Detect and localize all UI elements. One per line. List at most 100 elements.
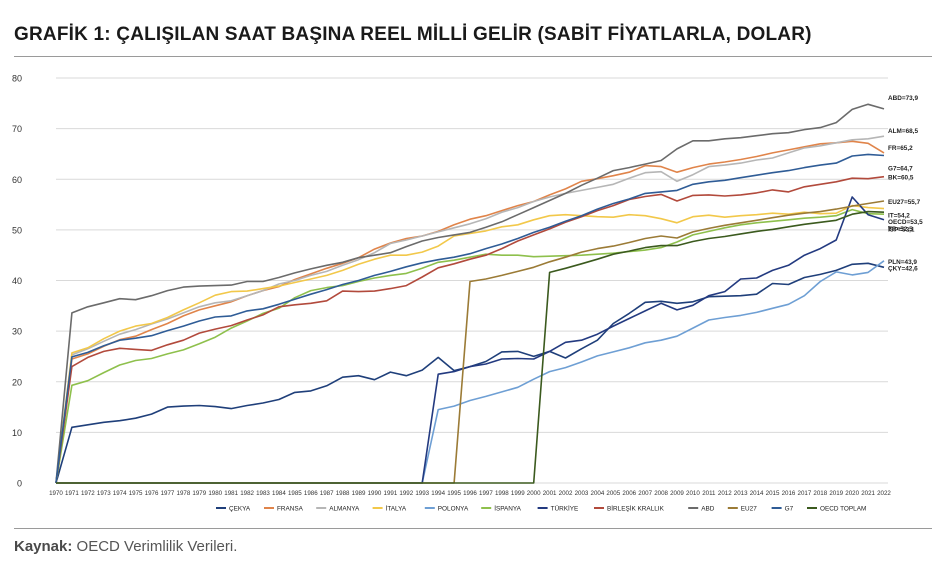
x-tick-label: 1974 — [113, 490, 127, 497]
x-tick-label: 1988 — [336, 490, 350, 497]
series-line — [55, 208, 885, 484]
series-line — [55, 262, 885, 484]
x-tick-label: 2000 — [527, 490, 541, 497]
y-tick-label: 50 — [12, 225, 22, 235]
source-note: Kaynak: OECD Verimlilik Verileri. — [14, 538, 237, 555]
series-end-label: TR=52,5 — [888, 226, 913, 233]
x-tick-label: 2003 — [575, 490, 589, 497]
source-divider — [14, 528, 932, 529]
y-tick-label: 0 — [17, 479, 22, 489]
x-tick-label: 2010 — [686, 490, 700, 497]
x-tick-label: 2009 — [670, 490, 684, 497]
x-tick-label: 2015 — [766, 490, 780, 497]
legend-label: ABD — [701, 506, 715, 513]
x-tick-label: 1973 — [97, 490, 111, 497]
legend-label: BİRLEŞİK KRALLIK — [607, 504, 665, 513]
legend-label: POLONYA — [438, 506, 469, 513]
source-text: OECD Verimlilik Verileri. — [72, 538, 238, 555]
x-tick-label: 1980 — [208, 490, 222, 497]
y-tick-label: 30 — [12, 327, 22, 337]
legend-label: ÇEKYA — [229, 506, 251, 513]
x-tick-label: 2019 — [829, 490, 843, 497]
x-tick-label: 2017 — [798, 490, 812, 497]
x-tick-label: 1989 — [352, 490, 366, 497]
y-tick-label: 80 — [12, 74, 22, 84]
x-tick-label: 2022 — [877, 490, 891, 497]
chart-title: GRAFİK 1: ÇALIŞILAN SAAT BAŞINA REEL MİL… — [14, 24, 812, 45]
x-tick-label: 1979 — [192, 490, 206, 497]
x-tick-label: 1971 — [65, 490, 79, 497]
x-tick-label: 1977 — [161, 490, 175, 497]
series-end-label: EU27=55,7 — [888, 199, 921, 206]
x-tick-label: 2002 — [559, 490, 573, 497]
series-line — [56, 200, 885, 484]
x-tick-label: 2005 — [606, 490, 620, 497]
series-end-label: PLN=43,9 — [888, 259, 917, 266]
x-tick-label: 1997 — [479, 490, 493, 497]
x-tick-label: 2008 — [654, 490, 668, 497]
series-line — [55, 140, 885, 484]
source-label: Kaynak: — [14, 538, 73, 555]
x-tick-label: 1990 — [368, 490, 382, 497]
series-end-label: ALM=68,5 — [888, 128, 918, 135]
series-end-label: FR=65,2 — [888, 145, 913, 152]
x-tick-label: 1992 — [399, 490, 413, 497]
series-end-label: IT=54,2 — [888, 213, 910, 220]
x-tick-label: 1998 — [495, 490, 509, 497]
x-tick-label: 1993 — [415, 490, 429, 497]
x-tick-label: 2011 — [702, 490, 716, 497]
x-tick-label: 2001 — [543, 490, 557, 497]
series-line — [55, 153, 885, 484]
x-tick-label: 2020 — [845, 490, 859, 497]
series-line — [56, 210, 885, 484]
series-end-label: ABD=73,9 — [888, 95, 918, 102]
y-tick-label: 40 — [12, 276, 22, 286]
x-tick-label: 1978 — [177, 490, 191, 497]
x-tick-label: 1994 — [431, 490, 445, 497]
series-line — [56, 196, 885, 484]
x-tick-label: 1982 — [240, 490, 254, 497]
x-tick-label: 2007 — [638, 490, 652, 497]
series-line — [55, 175, 885, 484]
legend-label: ALMANYA — [329, 506, 360, 513]
x-tick-label: 1991 — [384, 490, 398, 497]
series-end-label: ÇKY=42,6 — [888, 265, 918, 272]
y-tick-label: 70 — [12, 124, 22, 134]
series-end-label: BK=60,5 — [888, 175, 914, 182]
series-line — [55, 204, 885, 484]
x-tick-label: 2013 — [734, 490, 748, 497]
series-end-label: G7=64,7 — [888, 165, 913, 172]
x-tick-label: 2016 — [782, 490, 796, 497]
x-tick-label: 1983 — [256, 490, 270, 497]
legend-label: TÜRKİYE — [551, 504, 579, 513]
series-end-label: OECD=53,5 — [888, 219, 923, 226]
x-tick-label: 1970 — [49, 490, 63, 497]
legend-label: İTALYA — [386, 504, 407, 513]
x-tick-label: 1986 — [304, 490, 318, 497]
legend-label: OECD TOPLAM — [820, 506, 866, 513]
y-tick-label: 10 — [12, 428, 22, 438]
x-tick-label: 2006 — [622, 490, 636, 497]
x-tick-label: 1987 — [320, 490, 334, 497]
legend-label: FRANSA — [277, 506, 304, 513]
x-tick-label: 1985 — [288, 490, 302, 497]
series-line — [56, 260, 885, 484]
x-tick-label: 1995 — [447, 490, 461, 497]
y-tick-label: 60 — [12, 175, 22, 185]
x-tick-label: 2012 — [718, 490, 732, 497]
x-tick-label: 1976 — [145, 490, 159, 497]
x-tick-label: 2004 — [591, 490, 605, 497]
series-line — [55, 135, 885, 484]
title-divider — [14, 56, 932, 57]
x-tick-label: 1981 — [224, 490, 238, 497]
series-line — [55, 103, 885, 484]
legend-label: G7 — [785, 506, 794, 513]
series-end-label: İSP=53,1 — [888, 225, 915, 234]
x-tick-label: 2021 — [861, 490, 875, 497]
x-tick-label: 1999 — [511, 490, 525, 497]
x-tick-label: 1996 — [463, 490, 477, 497]
x-tick-label: 2014 — [750, 490, 764, 497]
x-tick-label: 1984 — [272, 490, 286, 497]
x-tick-label: 2018 — [813, 490, 827, 497]
